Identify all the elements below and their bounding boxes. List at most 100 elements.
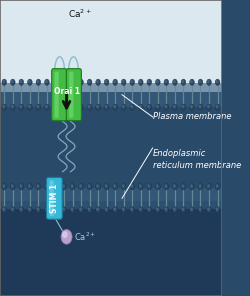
Circle shape [190, 208, 192, 210]
Circle shape [148, 208, 150, 210]
Circle shape [12, 208, 13, 210]
Circle shape [138, 207, 143, 213]
Circle shape [71, 105, 73, 107]
Circle shape [62, 208, 64, 210]
Circle shape [88, 185, 90, 187]
Circle shape [53, 79, 58, 86]
Circle shape [97, 105, 98, 107]
Circle shape [28, 207, 32, 213]
FancyBboxPatch shape [52, 69, 67, 121]
Circle shape [207, 184, 211, 190]
Circle shape [19, 184, 24, 190]
Circle shape [46, 208, 47, 210]
Text: Ca$^{2+}$: Ca$^{2+}$ [74, 231, 97, 243]
Circle shape [113, 79, 117, 86]
Circle shape [37, 185, 39, 187]
Circle shape [215, 79, 220, 86]
Circle shape [198, 104, 203, 110]
Circle shape [62, 105, 64, 107]
Circle shape [46, 105, 47, 107]
Circle shape [208, 81, 209, 83]
Bar [0, 0, 222, 98]
Circle shape [88, 105, 90, 107]
Circle shape [10, 104, 15, 110]
Text: Ca$^{2+}$: Ca$^{2+}$ [68, 7, 92, 20]
Circle shape [104, 207, 109, 213]
Circle shape [122, 81, 124, 83]
Circle shape [2, 184, 6, 190]
Circle shape [28, 105, 30, 107]
Text: Endoplasmic
reticulum membrane: Endoplasmic reticulum membrane [153, 149, 241, 170]
FancyBboxPatch shape [46, 178, 62, 219]
Circle shape [97, 208, 98, 210]
Circle shape [105, 208, 107, 210]
Circle shape [97, 185, 98, 187]
Circle shape [174, 208, 175, 210]
Circle shape [165, 208, 166, 210]
FancyBboxPatch shape [69, 72, 73, 118]
Circle shape [2, 207, 6, 213]
Circle shape [181, 184, 186, 190]
Circle shape [130, 104, 134, 110]
Circle shape [12, 185, 13, 187]
Circle shape [37, 105, 39, 107]
Circle shape [19, 207, 24, 213]
Text: Plasma membrane: Plasma membrane [153, 112, 232, 121]
Circle shape [62, 81, 64, 83]
Circle shape [105, 105, 107, 107]
Bar [0, 201, 222, 296]
Circle shape [28, 104, 32, 110]
Circle shape [156, 184, 160, 190]
Circle shape [130, 79, 134, 86]
Circle shape [198, 79, 203, 86]
Circle shape [28, 79, 32, 86]
Circle shape [54, 185, 56, 187]
Circle shape [164, 207, 169, 213]
Circle shape [174, 105, 175, 107]
Circle shape [12, 105, 13, 107]
Circle shape [182, 185, 184, 187]
Circle shape [70, 104, 75, 110]
Circle shape [198, 207, 203, 213]
Circle shape [147, 79, 152, 86]
Circle shape [71, 185, 73, 187]
Circle shape [28, 185, 30, 187]
Circle shape [122, 185, 124, 187]
Circle shape [96, 104, 100, 110]
Circle shape [181, 104, 186, 110]
Circle shape [121, 207, 126, 213]
Circle shape [130, 207, 134, 213]
Circle shape [37, 208, 39, 210]
Circle shape [79, 184, 84, 190]
Circle shape [19, 79, 24, 86]
Circle shape [139, 81, 141, 83]
Circle shape [172, 104, 177, 110]
Circle shape [20, 105, 21, 107]
Circle shape [80, 185, 81, 187]
Circle shape [79, 104, 84, 110]
Circle shape [174, 81, 175, 83]
Circle shape [96, 184, 100, 190]
Circle shape [88, 81, 90, 83]
Circle shape [139, 105, 141, 107]
Circle shape [147, 207, 152, 213]
Circle shape [122, 208, 124, 210]
Circle shape [121, 79, 126, 86]
FancyBboxPatch shape [54, 72, 59, 118]
Circle shape [138, 104, 143, 110]
Circle shape [96, 79, 100, 86]
Circle shape [199, 105, 201, 107]
Circle shape [3, 81, 4, 83]
Bar [0, 188, 222, 209]
Circle shape [54, 208, 56, 210]
Circle shape [62, 79, 66, 86]
Circle shape [207, 79, 211, 86]
Circle shape [165, 105, 166, 107]
Circle shape [3, 208, 4, 210]
Circle shape [139, 185, 141, 187]
Circle shape [131, 208, 132, 210]
Circle shape [62, 207, 66, 213]
Text: STIM 1: STIM 1 [50, 184, 59, 213]
Circle shape [3, 105, 4, 107]
Circle shape [215, 207, 220, 213]
